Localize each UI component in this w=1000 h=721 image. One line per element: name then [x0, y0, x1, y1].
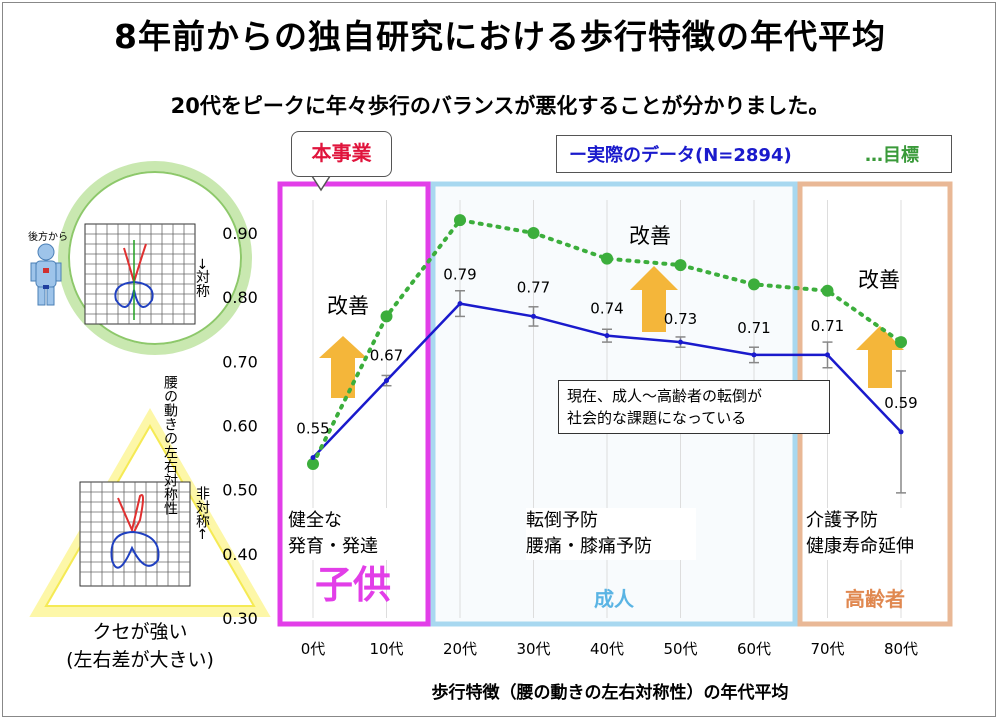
y-tick-labels: 0.90 0.80 0.70 0.60 0.50 0.40 0.30 — [222, 224, 258, 628]
data-label: 0.79 — [443, 266, 476, 284]
improvement-arrow-elder — [856, 326, 904, 388]
target-point — [895, 336, 907, 349]
improvement-label-adult: 改善 — [629, 224, 671, 248]
x-tick-label: 40代 — [590, 640, 624, 658]
y-axis-bottom-marker: 非対称← — [194, 486, 210, 540]
target-point — [674, 259, 687, 272]
target-point — [601, 252, 613, 265]
zone-child-desc-line2: 発育・発達 — [288, 536, 378, 557]
grid-top — [84, 223, 196, 325]
zone-elder-desc-line2: 健康寿命延伸 — [806, 536, 914, 557]
slide-title: 8年前からの独自研究における歩行特徴の年代平均 — [114, 17, 886, 56]
improvement-label-elder: 改善 — [858, 268, 900, 292]
legend-actual: ー実際のデータ(N=2894) — [569, 145, 792, 166]
y-tick-label: 0.50 — [222, 481, 258, 500]
legend: ー実際のデータ(N=2894) …目標 — [556, 135, 952, 173]
zone-child-desc-line1: 健全な — [288, 510, 342, 531]
target-point — [454, 214, 466, 227]
actual-point — [531, 313, 536, 319]
x-tick-label: 50代 — [663, 640, 697, 658]
zone-child-box — [277, 181, 431, 627]
y-tick-label: 0.60 — [222, 417, 258, 436]
data-label: 0.71 — [811, 317, 844, 335]
y-tick-label: 0.80 — [222, 288, 258, 307]
data-labels: 0.55 0.67 0.79 0.77 0.74 0.73 0.71 0.71 0.59 — [296, 266, 917, 438]
zone-adult-desc-line1: 転倒予防 — [526, 510, 598, 531]
data-label: 0.73 — [664, 310, 697, 328]
note-line1: 現在、成人～高齢者の転倒が — [567, 387, 763, 405]
actual-point — [751, 352, 757, 358]
actual-point — [310, 455, 316, 461]
target-point — [307, 458, 319, 470]
improvement-label-child: 改善 — [327, 294, 369, 318]
series-actual-points — [310, 301, 904, 461]
y-tick-label: 0.90 — [222, 224, 258, 243]
data-label: 0.55 — [296, 420, 329, 438]
caption-line1: クセが強い — [92, 621, 188, 643]
actual-point — [825, 352, 830, 358]
target-point — [821, 284, 834, 297]
x-tick-label: 20代 — [443, 640, 477, 658]
y-tick-label: 0.70 — [222, 352, 258, 371]
y-tick-label: 0.40 — [222, 545, 258, 564]
legend-target: …目標 — [865, 145, 919, 166]
zone-child-description: 健全な 発育・発達 — [288, 508, 406, 560]
zone-elder-label: 高齢者 — [845, 587, 905, 611]
y-axis-top-marker: →対称 — [194, 258, 210, 299]
slide-subtitle: 20代をピークに年々歩行のバランスが悪化することが分かりました。 — [170, 94, 830, 118]
symmetry-circle-inner — [68, 171, 242, 345]
x-tick-label: 80代 — [884, 640, 918, 658]
actual-point — [457, 301, 463, 307]
actual-point — [898, 429, 904, 435]
target-point — [380, 310, 393, 323]
zone-adult-desc-line2: 腰痛・膝痛予防 — [526, 536, 652, 557]
actual-point — [678, 339, 683, 345]
viewpoint-label: 後方から — [28, 230, 68, 243]
zone-child-label: 子供 — [315, 563, 391, 607]
x-tick-labels: 0代 10代 20代 30代 40代 50代 60代 70代 80代 — [301, 640, 918, 658]
data-label: 0.59 — [884, 394, 917, 412]
actual-point — [384, 378, 389, 384]
y-axis-label: 腰の動きの左右対称性 — [162, 375, 178, 515]
x-tick-label: 60代 — [737, 640, 771, 658]
target-point — [748, 278, 760, 291]
caption-line2: (左右差が大きい) — [66, 649, 214, 671]
x-tick-label: 70代 — [810, 640, 844, 658]
callout-project: 本事業 — [291, 131, 392, 177]
note-box: 現在、成人～高齢者の転倒が 社会的な課題になっている — [558, 380, 830, 434]
grid-bottom — [79, 481, 191, 587]
x-axis-title: 歩行特徴（腰の動きの左右対称性）の年代平均 — [431, 683, 789, 703]
person-icon — [30, 243, 62, 306]
target-point — [527, 227, 540, 239]
data-label: 0.77 — [517, 278, 550, 296]
series-target-points — [307, 214, 907, 470]
zone-elder-desc-line1: 介護予防 — [806, 510, 878, 531]
x-tick-label: 0代 — [301, 640, 326, 658]
left-illustrations — [29, 161, 271, 617]
y-tick-label: 0.30 — [222, 609, 258, 628]
note-line2: 社会的な課題になっている — [567, 409, 747, 427]
asymmetry-caption: クセが強い (左右差が大きい) — [30, 618, 250, 674]
zone-elder-description: 介護予防 健康寿命延伸 — [806, 508, 946, 560]
data-label: 0.67 — [370, 347, 403, 365]
data-label: 0.74 — [590, 300, 623, 318]
x-tick-label: 30代 — [516, 640, 550, 658]
x-tick-label: 10代 — [369, 640, 403, 658]
zone-adult-label: 成人 — [594, 587, 635, 611]
symmetry-circle — [58, 161, 252, 355]
zone-adult-description: 転倒予防 腰痛・膝痛予防 — [526, 508, 696, 560]
improvement-arrow-adult — [630, 266, 678, 332]
actual-point — [604, 333, 610, 339]
data-label: 0.71 — [737, 319, 770, 337]
series-target-line — [311, 217, 903, 466]
